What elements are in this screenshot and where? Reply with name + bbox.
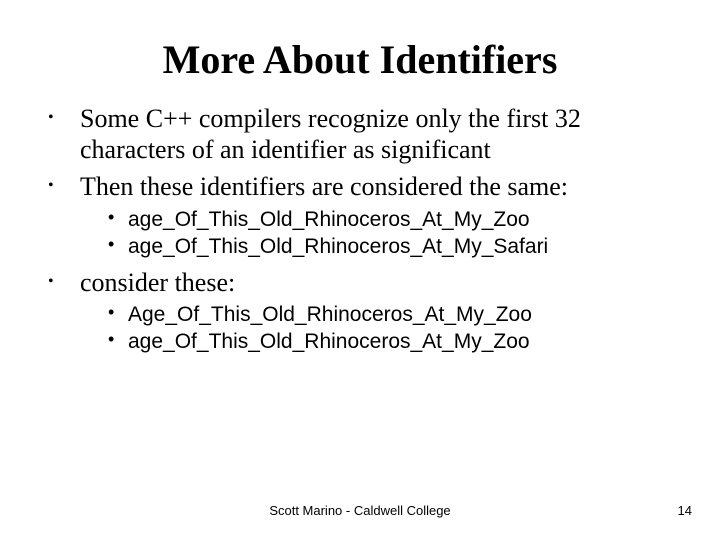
bullet-item: Some C++ compilers recognize only the fi…: [42, 103, 678, 165]
footer-author: Scott Marino - Caldwell College: [0, 503, 720, 518]
sub-bullet-item: age_Of_This_Old_Rhinoceros_At_My_Zoo: [108, 207, 678, 232]
sub-bullet-text: age_Of_This_Old_Rhinoceros_At_My_Zoo: [128, 208, 530, 231]
sub-bullet-item: Age_Of_This_Old_Rhinoceros_At_My_Zoo: [108, 302, 678, 327]
sub-bullet-item: age_Of_This_Old_Rhinoceros_At_My_Safari: [108, 234, 678, 259]
bullet-text: consider these:: [80, 268, 235, 297]
sub-bullet-text: age_Of_This_Old_Rhinoceros_At_My_Zoo: [128, 330, 530, 353]
bullet-item: consider these: Age_Of_This_Old_Rhinocer…: [42, 267, 678, 355]
sub-bullet-text: Age_Of_This_Old_Rhinoceros_At_My_Zoo: [128, 303, 532, 326]
bullet-text: Some C++ compilers recognize only the fi…: [80, 104, 581, 164]
slide: More About Identifiers Some C++ compiler…: [0, 0, 720, 540]
sub-bullet-item: age_Of_This_Old_Rhinoceros_At_My_Zoo: [108, 329, 678, 354]
footer-page-number: 14: [678, 503, 692, 518]
bullet-list: Some C++ compilers recognize only the fi…: [42, 103, 678, 355]
sub-bullet-list: Age_Of_This_Old_Rhinoceros_At_My_Zoo age…: [80, 302, 678, 354]
sub-bullet-text: age_Of_This_Old_Rhinoceros_At_My_Safari: [128, 235, 548, 258]
bullet-item: Then these identifiers are considered th…: [42, 171, 678, 259]
slide-title: More About Identifiers: [0, 0, 720, 103]
bullet-text: Then these identifiers are considered th…: [80, 172, 568, 201]
slide-content: Some C++ compilers recognize only the fi…: [0, 103, 720, 355]
sub-bullet-list: age_Of_This_Old_Rhinoceros_At_My_Zoo age…: [80, 207, 678, 259]
